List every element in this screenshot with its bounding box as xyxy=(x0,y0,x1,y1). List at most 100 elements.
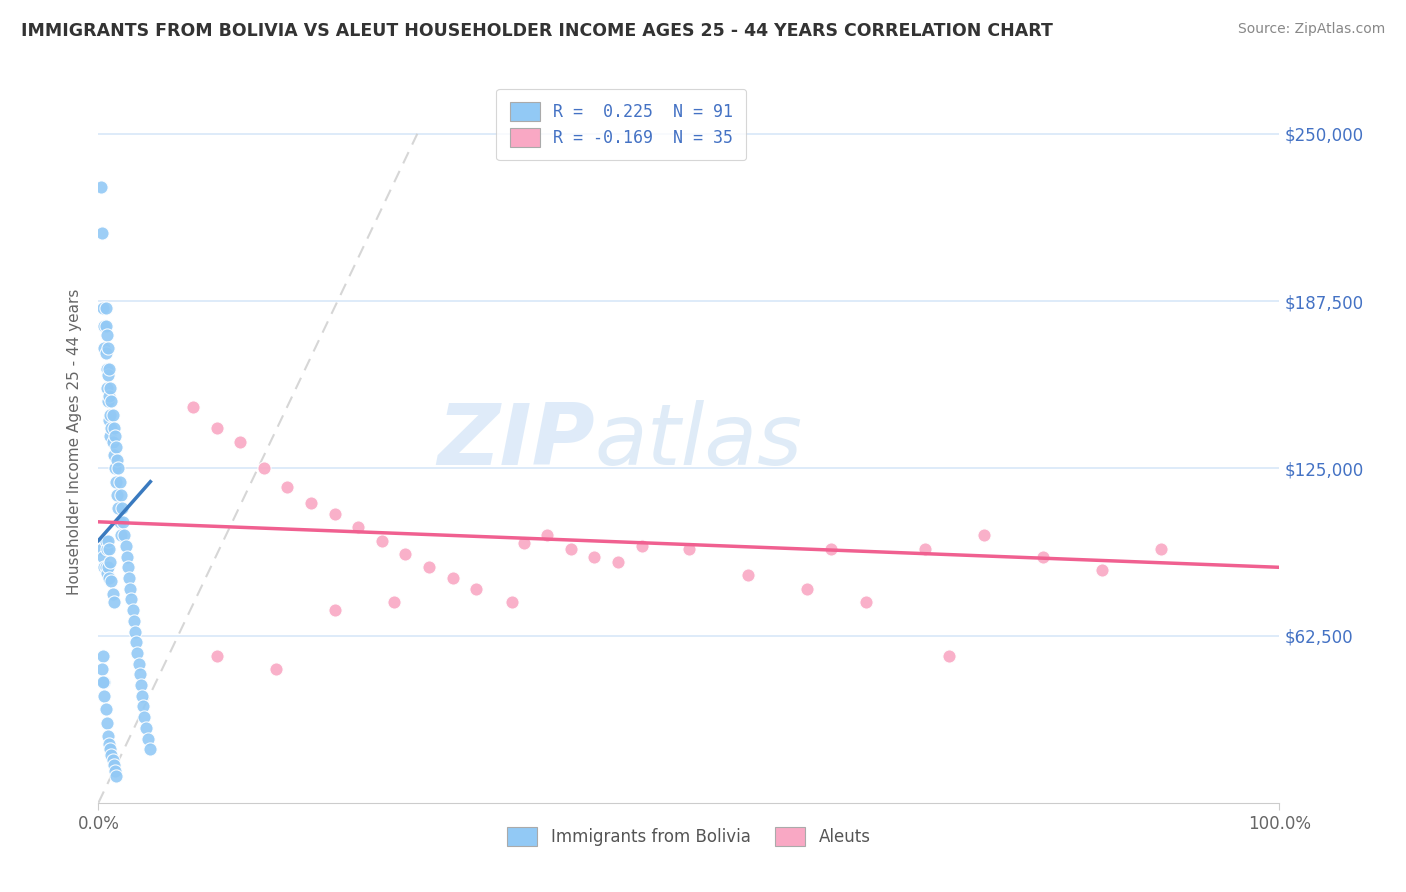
Point xyxy=(90,180,112,194)
Point xyxy=(107,461,129,475)
Point xyxy=(382,595,405,609)
Point xyxy=(129,678,152,692)
Point xyxy=(132,699,155,714)
Point xyxy=(299,496,322,510)
Point xyxy=(91,301,114,315)
Point xyxy=(114,539,136,553)
Point xyxy=(107,501,129,516)
Text: IMMIGRANTS FROM BOLIVIA VS ALEUT HOUSEHOLDER INCOME AGES 25 - 44 YEARS CORRELATI: IMMIGRANTS FROM BOLIVIA VS ALEUT HOUSEHO… xyxy=(21,22,1053,40)
Text: Source: ZipAtlas.com: Source: ZipAtlas.com xyxy=(1237,22,1385,37)
Point xyxy=(115,549,138,564)
Point xyxy=(124,624,146,639)
Point xyxy=(98,742,121,756)
Point xyxy=(98,737,121,751)
Point xyxy=(98,429,121,443)
Point xyxy=(101,753,124,767)
Point xyxy=(97,341,120,355)
Point xyxy=(94,560,117,574)
Point xyxy=(796,582,818,596)
Point xyxy=(105,440,128,454)
Point xyxy=(104,764,127,778)
Point xyxy=(607,555,630,569)
Point xyxy=(96,362,118,376)
Point xyxy=(371,533,394,548)
Legend: Immigrants from Bolivia, Aleuts: Immigrants from Bolivia, Aleuts xyxy=(494,814,884,860)
Point xyxy=(536,528,558,542)
Point xyxy=(111,501,134,516)
Point xyxy=(93,341,115,355)
Point xyxy=(973,528,995,542)
Point xyxy=(103,595,125,609)
Point xyxy=(583,549,606,564)
Point xyxy=(441,571,464,585)
Point xyxy=(105,453,128,467)
Point xyxy=(98,413,121,427)
Point xyxy=(91,541,114,556)
Point xyxy=(131,689,153,703)
Point xyxy=(103,758,125,772)
Point xyxy=(91,648,114,663)
Point xyxy=(91,662,114,676)
Point xyxy=(98,541,121,556)
Point xyxy=(103,421,125,435)
Point xyxy=(1091,563,1114,577)
Point xyxy=(98,362,121,376)
Point xyxy=(121,592,143,607)
Point xyxy=(91,675,114,690)
Point xyxy=(97,368,120,382)
Text: ZIP: ZIP xyxy=(437,400,595,483)
Point xyxy=(678,541,700,556)
Point xyxy=(112,528,135,542)
Point xyxy=(181,400,204,414)
Point xyxy=(96,541,118,556)
Point xyxy=(820,541,842,556)
Point xyxy=(98,389,121,403)
Point xyxy=(117,560,139,574)
Point xyxy=(264,662,287,676)
Point xyxy=(96,715,118,730)
Point xyxy=(93,689,115,703)
Point xyxy=(101,408,124,422)
Point xyxy=(512,536,534,550)
Point xyxy=(110,528,132,542)
Point xyxy=(94,301,117,315)
Point xyxy=(97,394,120,409)
Point xyxy=(112,515,135,529)
Point xyxy=(96,381,118,395)
Point xyxy=(98,555,121,569)
Point xyxy=(100,747,122,762)
Point xyxy=(276,480,298,494)
Point xyxy=(103,448,125,462)
Point xyxy=(125,635,148,649)
Point xyxy=(105,769,128,783)
Point xyxy=(1032,549,1054,564)
Point xyxy=(1150,541,1173,556)
Point xyxy=(93,319,115,334)
Point xyxy=(135,721,157,735)
Y-axis label: Householder Income Ages 25 - 44 years: Householder Income Ages 25 - 44 years xyxy=(67,288,83,595)
Point xyxy=(253,461,276,475)
Point xyxy=(98,408,121,422)
Point xyxy=(122,614,145,628)
Point xyxy=(128,667,150,681)
Point xyxy=(118,571,141,585)
Point xyxy=(98,571,121,585)
Point xyxy=(97,560,120,574)
Point xyxy=(347,520,370,534)
Point xyxy=(94,702,117,716)
Point xyxy=(205,648,228,663)
Point xyxy=(110,488,132,502)
Point xyxy=(96,327,118,342)
Point xyxy=(501,595,523,609)
Point xyxy=(128,657,150,671)
Point xyxy=(229,434,252,449)
Point xyxy=(91,226,114,240)
Point xyxy=(93,675,115,690)
Point xyxy=(127,646,149,660)
Point xyxy=(630,539,652,553)
Point xyxy=(394,547,416,561)
Point xyxy=(96,566,118,580)
Point xyxy=(97,533,120,548)
Point xyxy=(98,381,121,395)
Point xyxy=(104,461,127,475)
